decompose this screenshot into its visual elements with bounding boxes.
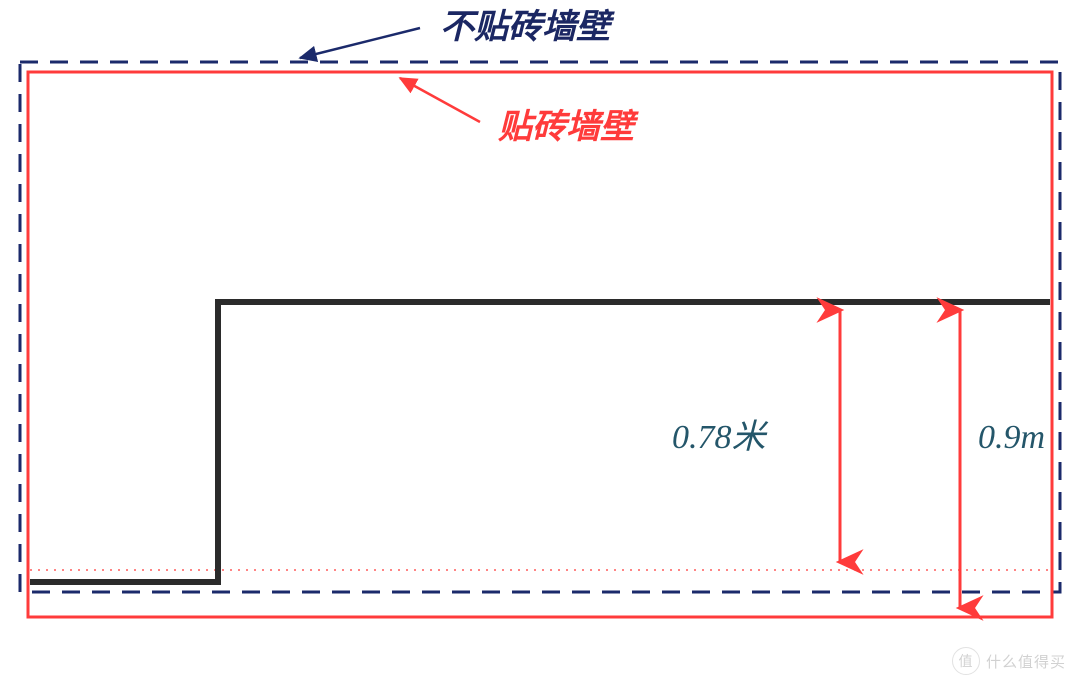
dim-inner-label: 0.78米 [672, 419, 769, 456]
watermark: 值 什么值得买 [952, 647, 1066, 675]
diagram-canvas: 不贴砖墙壁 贴砖墙壁 0.78米 0.9m [0, 0, 1080, 685]
watermark-badge-icon: 值 [952, 647, 980, 675]
leader-arrow-outer [300, 28, 420, 58]
outer-rect-label: 不贴砖墙壁 [440, 8, 615, 46]
leader-arrow-inner [400, 78, 480, 122]
profile-shape [30, 302, 1050, 582]
inner-rect-label: 贴砖墙壁 [498, 108, 639, 146]
watermark-text: 什么值得买 [986, 651, 1066, 672]
dim-outer-label: 0.9m [978, 419, 1045, 456]
inner-solid-rect [28, 72, 1052, 617]
